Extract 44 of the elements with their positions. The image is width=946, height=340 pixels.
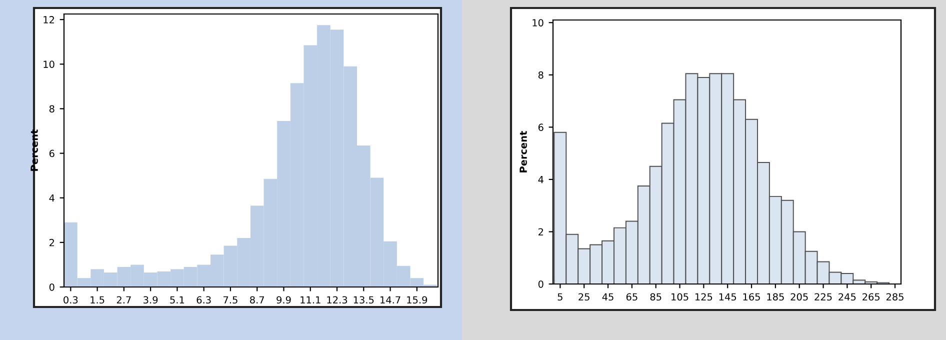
y-tick-label: 0: [49, 283, 54, 291]
y-axis-title: Percent: [520, 131, 527, 172]
x-tick-label: 225: [814, 293, 832, 301]
x-tick-label: 3.9: [144, 296, 158, 304]
x-tick-label: 11.1: [300, 296, 320, 304]
x-tick-label: 85: [650, 293, 662, 301]
x-tick-label: 7.5: [224, 296, 238, 304]
x-tick-label: 185: [767, 293, 784, 301]
x-tick-label: 265: [862, 293, 880, 301]
y-tick-label: 2: [50, 238, 54, 246]
x-tick-label: 6.3: [196, 296, 211, 304]
x-tick-label: 0.3: [64, 296, 78, 304]
y-tick-label: 6: [49, 150, 54, 158]
x-tick-label: 285: [886, 293, 904, 301]
y-tick-label: 8: [49, 105, 54, 113]
x-tick-label: 1.5: [90, 296, 104, 304]
y-tick-label: 6: [538, 124, 544, 131]
x-tick-label: 25: [578, 293, 590, 301]
x-tick-label: 5.1: [170, 296, 184, 304]
y-tick-label: 4: [49, 194, 54, 202]
x-tick-label: 14.7: [380, 296, 400, 304]
y-tick-label: 2: [538, 228, 543, 236]
y-tick-label: 12: [44, 16, 54, 24]
x-tick-label: 2.7: [116, 296, 131, 304]
y-axis-title: Percent: [30, 130, 38, 171]
x-tick-label: 145: [719, 293, 736, 301]
x-tick-label: 245: [838, 293, 856, 301]
x-tick-label: 205: [790, 293, 808, 301]
x-tick-label: 65: [626, 293, 638, 301]
x-tick-label: 165: [743, 293, 760, 301]
x-tick-label: 8.7: [250, 296, 264, 304]
x-tick-label: 45: [602, 293, 614, 301]
x-tick-label: 9.9: [276, 296, 291, 304]
x-tick-label: 15.9: [407, 296, 428, 304]
x-tick-label: 125: [695, 293, 712, 301]
y-tick-label: 10: [44, 60, 54, 68]
y-tick-label: 10: [532, 19, 544, 26]
x-tick-label: 5: [558, 293, 562, 301]
y-tick-label: 0: [538, 280, 544, 288]
y-tick-label: 8: [538, 71, 544, 79]
y-tick-label: 4: [538, 176, 544, 184]
x-tick-label: 13.5: [354, 296, 374, 304]
x-tick-label: 12.3: [327, 296, 348, 304]
x-tick-label: 105: [672, 293, 688, 301]
